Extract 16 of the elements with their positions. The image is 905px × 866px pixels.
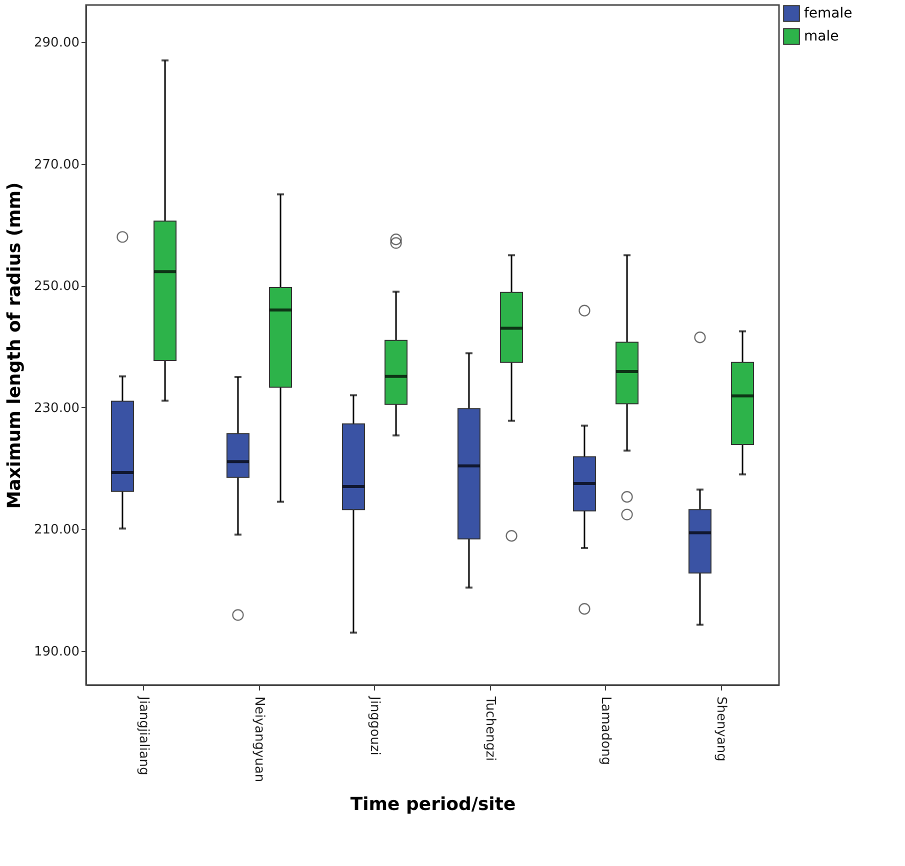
y-tick-label: 190.00 bbox=[34, 644, 80, 660]
y-tick-label: 290.00 bbox=[34, 36, 80, 51]
x-axis-title: Time period/site bbox=[350, 794, 516, 816]
y-axis-title: Maximum length of radius (mm) bbox=[4, 182, 26, 509]
y-tick-label: 270.00 bbox=[34, 157, 80, 172]
y-tick-label: 210.00 bbox=[34, 522, 80, 538]
y-tick-label: 250.00 bbox=[34, 279, 80, 294]
legend-label: male bbox=[804, 28, 839, 44]
legend-label: female bbox=[804, 6, 852, 22]
x-tick-label: Jinggouzi bbox=[366, 696, 382, 756]
x-tick-label: Tuchengzi bbox=[482, 696, 498, 762]
x-tick-label: Jiangjialiang bbox=[136, 696, 151, 776]
x-tick-label: Lamadong bbox=[598, 696, 613, 766]
x-tick-label: Neiyangyuan bbox=[251, 696, 266, 782]
y-tick-label: 230.00 bbox=[34, 400, 80, 416]
x-tick-label: Shenyang bbox=[713, 696, 728, 762]
